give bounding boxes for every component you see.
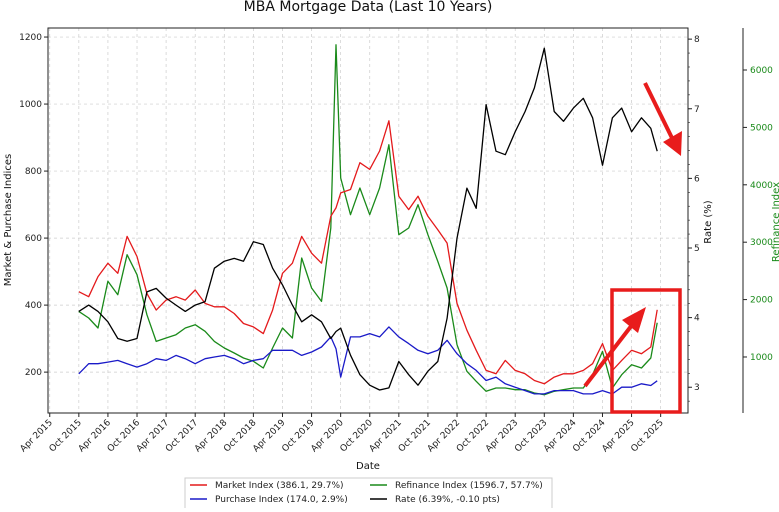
- down-arrow-shaft: [643, 82, 674, 139]
- legend-label-rate: Rate (6.39%, -0.10 pts): [395, 495, 500, 505]
- y-rate-tick-label: 7: [694, 105, 700, 115]
- grid: [48, 28, 688, 413]
- y-axis-left-label: Market & Purchase Indices: [3, 154, 14, 286]
- y-rate-tick-label: 4: [694, 314, 700, 324]
- y-axis-refinance-label: Refinance Index: [771, 182, 779, 262]
- legend-label-market: Market Index (386.1, 29.7%): [215, 481, 344, 491]
- y-refinance-tick-label: 4000: [750, 181, 773, 191]
- annotations: [583, 82, 682, 414]
- y-left-tick-label: 1000: [19, 100, 42, 110]
- y-left-tick-label: 1200: [19, 33, 42, 43]
- y-refinance-tick-label: 3000: [750, 238, 773, 248]
- y-refinance-tick-label: 1000: [750, 353, 773, 363]
- y-axis-left: 200 400 600 800 1000 1200: [19, 33, 48, 378]
- y-axis-rate-label: Rate (%): [703, 200, 714, 244]
- series-lines: [78, 44, 658, 396]
- y-refinance-tick-label: 2000: [750, 296, 773, 306]
- y-rate-tick-label: 3: [694, 383, 700, 393]
- legend: Market Index (386.1, 29.7%) Purchase Ind…: [184, 477, 553, 511]
- y-axis-rate: 3 4 5 6 7 8: [688, 35, 700, 402]
- plot-frame: [47, 27, 689, 414]
- series-line-refinance-index: [78, 44, 658, 396]
- y-left-tick-label: 800: [25, 167, 42, 177]
- y-rate-tick-label: 5: [694, 244, 700, 254]
- series-line-purchase-index: [78, 326, 658, 395]
- up-arrow-head: [622, 307, 646, 333]
- legend-label-purchase: Purchase Index (174.0, 2.9%): [215, 495, 348, 505]
- y-rate-tick-label: 6: [694, 174, 700, 184]
- y-left-tick-label: 400: [25, 301, 42, 311]
- down-arrow-head: [663, 131, 682, 156]
- series-line-rate: [78, 47, 658, 391]
- legend-label-refinance: Refinance Index (1596.7, 57.7%): [395, 481, 543, 491]
- chart-title: MBA Mortgage Data (Last 10 Years): [244, 0, 493, 15]
- y-axis-refinance: 1000 2000 3000 4000 5000 6000: [743, 66, 773, 363]
- y-left-tick-label: 200: [25, 368, 42, 378]
- y-left-tick-label: 600: [25, 234, 42, 244]
- x-axis-label: Date: [356, 461, 380, 472]
- legend-box: [184, 477, 553, 511]
- series-line-market-index: [78, 120, 658, 385]
- y-rate-tick-label: 8: [694, 35, 700, 45]
- y-refinance-tick-label: 6000: [750, 66, 773, 76]
- up-arrow-shaft: [583, 323, 634, 388]
- y-refinance-tick-label: 5000: [750, 123, 773, 133]
